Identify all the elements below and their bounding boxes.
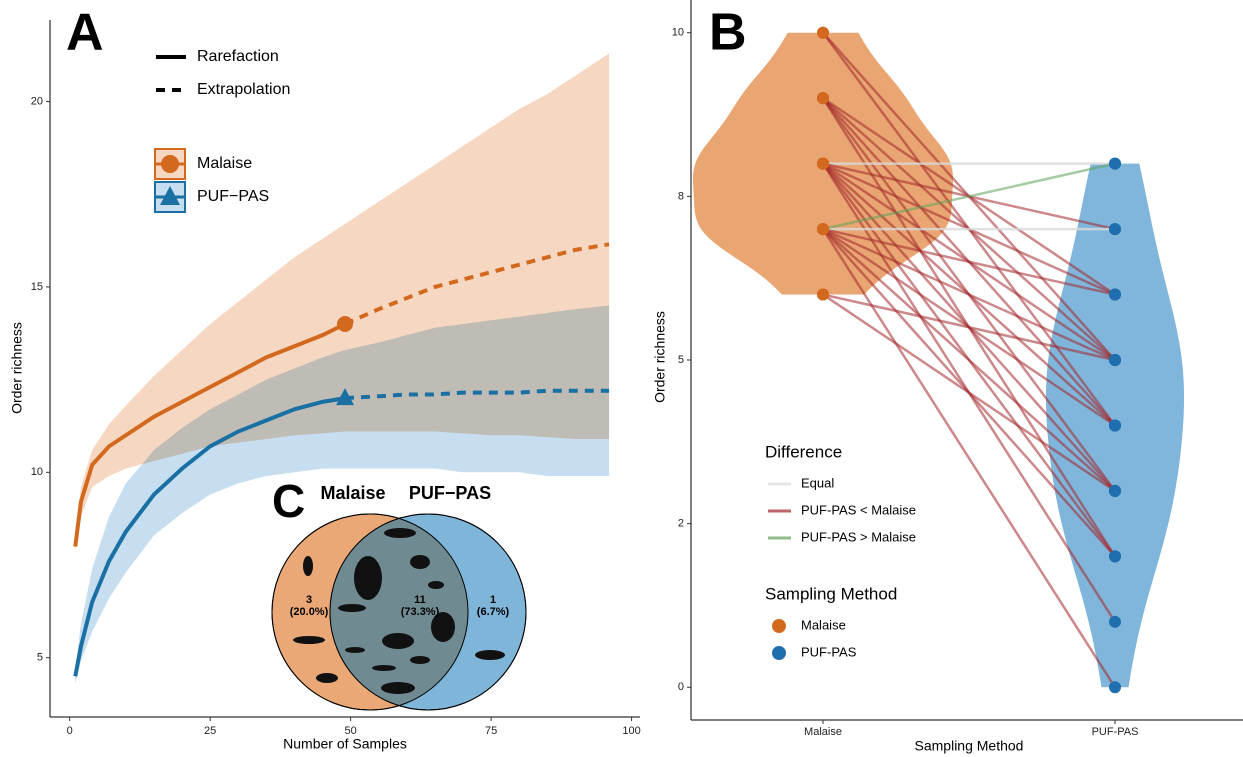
panel-c: 3(20.0%) 11(73.3%) 1(6.7%) Malaise PUF−PAS C — [272, 475, 526, 710]
insect-icon — [293, 636, 325, 644]
insect-icon — [428, 581, 444, 589]
legend-label: Malaise — [801, 617, 846, 632]
x-tick-label: Malaise — [804, 726, 842, 738]
point — [1109, 289, 1121, 301]
insect-icon — [410, 555, 430, 569]
venn-percent: (73.3%) — [401, 606, 440, 618]
legend-title: Sampling Method — [765, 584, 897, 603]
point — [1109, 681, 1121, 693]
point — [817, 289, 829, 301]
point — [817, 158, 829, 170]
point — [1109, 419, 1121, 431]
y-tick-label: 15 — [31, 281, 43, 293]
point — [1109, 485, 1121, 497]
insect-icon — [381, 682, 415, 694]
x-tick-label: 0 — [67, 725, 73, 737]
legend-label: Equal — [801, 475, 834, 490]
figure: 02550751005101520Number of SamplesOrder … — [0, 0, 1243, 757]
legend-label: Extrapolation — [197, 81, 290, 98]
legend-label: PUF−PAS — [197, 188, 269, 205]
panel-label: C — [272, 475, 305, 527]
y-axis-title: Order richness — [652, 311, 668, 403]
point — [817, 223, 829, 235]
insect-icon — [354, 556, 382, 600]
y-tick-label: 2 — [678, 518, 684, 530]
x-tick-label: PUF-PAS — [1092, 726, 1139, 738]
y-tick-label: 10 — [31, 466, 43, 478]
insect-icon — [382, 633, 414, 649]
venn-count: 3 — [306, 594, 312, 606]
set-label: PUF−PAS — [409, 483, 491, 503]
insect-icon — [345, 647, 365, 653]
observed-point — [337, 316, 353, 332]
y-tick-label: 5 — [37, 652, 43, 664]
legend-key — [772, 619, 786, 633]
legend-label: PUF-PAS > Malaise — [801, 529, 916, 544]
point — [1109, 223, 1121, 235]
insect-icon — [303, 556, 313, 576]
x-axis-title: Number of Samples — [283, 736, 407, 752]
venn-percent: (20.0%) — [290, 606, 329, 618]
legend-title: Difference — [765, 442, 842, 461]
point — [1109, 616, 1121, 628]
venn-count: 1 — [490, 594, 496, 606]
point — [817, 27, 829, 39]
point — [1109, 158, 1121, 170]
y-tick-label: 5 — [678, 354, 684, 366]
insect-icon — [410, 656, 430, 664]
legend-key — [772, 646, 786, 660]
y-tick-label: 10 — [672, 27, 684, 39]
x-tick-label: 75 — [485, 725, 497, 737]
venn-count: 11 — [414, 594, 426, 606]
legend-label: PUF-PAS — [801, 644, 857, 659]
venn-percent: (6.7%) — [477, 606, 510, 618]
insect-icon — [384, 528, 416, 538]
x-tick-label: 100 — [622, 725, 640, 737]
panel-label: B — [709, 4, 747, 62]
x-tick-label: 25 — [204, 725, 216, 737]
legend-label: Rarefaction — [197, 48, 279, 65]
point — [1109, 354, 1121, 366]
y-tick-label: 8 — [678, 190, 684, 202]
insect-icon — [338, 604, 366, 612]
legend-label: PUF-PAS < Malaise — [801, 502, 916, 517]
legend-label: Malaise — [197, 155, 252, 172]
insect-icon — [372, 665, 396, 671]
insect-icon — [316, 673, 338, 683]
panel-b: 0 2 5 8 10 Malaise PUF-PAS Sampling Method Order… — [652, 0, 1243, 754]
point — [1109, 550, 1121, 562]
insect-icon — [475, 650, 505, 660]
y-tick-label: 20 — [31, 95, 43, 107]
y-axis-title: Order richness — [9, 322, 25, 414]
x-axis-title: Sampling Method — [915, 738, 1024, 754]
point — [817, 92, 829, 104]
legend-marker — [161, 155, 179, 173]
y-tick-label: 0 — [678, 681, 684, 693]
panel-label: A — [66, 4, 104, 62]
set-label: Malaise — [320, 483, 385, 503]
